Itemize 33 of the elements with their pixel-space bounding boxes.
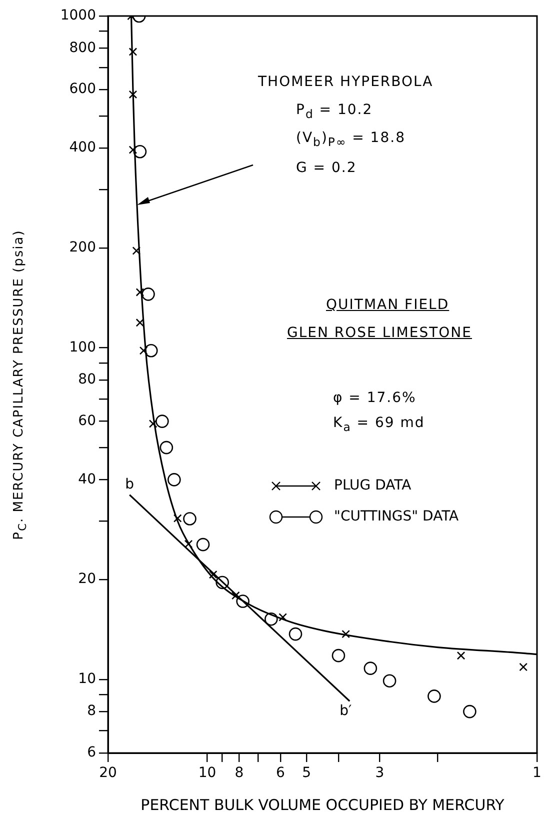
y-tick-label: 800	[69, 40, 96, 56]
annotation: b′	[340, 702, 352, 719]
legend-label: "CUTTINGS" DATA	[334, 508, 460, 525]
x-tick-label: 6	[276, 765, 285, 782]
x-tick-label: 1	[532, 765, 542, 782]
annotation: b	[125, 476, 134, 493]
annotation: GLEN ROSE LIMESTONE	[287, 325, 472, 341]
x-tick-label: 10	[198, 765, 216, 782]
legend-label: PLUG DATA	[334, 478, 412, 494]
y-tick-label: 80	[78, 371, 96, 388]
x-axis-title: PERCENT BULK VOLUME OCCUPIED BY MERCURY	[140, 796, 506, 814]
y-tick-label: 10	[78, 671, 96, 688]
annotation: φ = 17.6%	[333, 390, 416, 406]
y-tick-label: 40	[78, 471, 96, 488]
y-tick-label: 1000	[60, 8, 96, 24]
y-tick-label: 200	[69, 239, 96, 256]
y-tick-label: 20	[78, 571, 96, 588]
y-tick-label: 100	[69, 339, 96, 356]
x-tick-label: 5	[302, 765, 311, 782]
x-tick-label: 8	[234, 765, 244, 782]
annotation: QUITMAN FIELD	[326, 297, 450, 313]
y-tick-label: 6	[87, 744, 96, 761]
y-tick-label: 8	[87, 703, 96, 720]
x-tick-label: 20	[99, 765, 117, 782]
annotation: THOMEER HYPERBOLA	[258, 74, 434, 90]
y-tick-label: 600	[69, 81, 96, 98]
annotation: G = 0.2	[296, 160, 357, 176]
annotation: K$_{a}$ = 69 md	[333, 415, 425, 434]
annotation: P$_{d}$ = 10.2	[296, 102, 373, 121]
annotation: (V$_{b}$)$_{P∞}$ = 18.8	[296, 130, 406, 149]
y-tick-label: 400	[69, 140, 96, 156]
x-tick-label: 3	[375, 765, 384, 782]
y-tick-label: 60	[78, 412, 96, 429]
